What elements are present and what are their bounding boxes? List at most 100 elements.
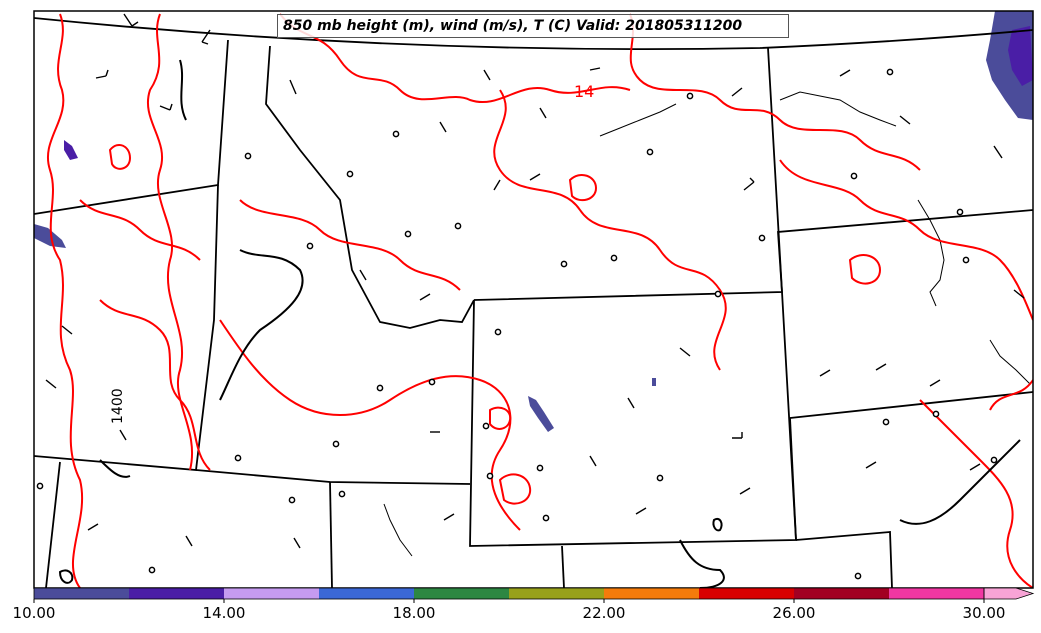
wind-barb (743, 177, 755, 191)
boundary-line-3 (34, 184, 219, 471)
station-marker (646, 148, 654, 156)
wind-barb (159, 103, 173, 111)
boundary-line-11 (795, 531, 893, 588)
wind-barb (443, 513, 455, 521)
map-title: 850 mb height (m), wind (m/s), T (C) Val… (283, 18, 743, 34)
river-5 (989, 339, 1031, 385)
colorbar-tick-label: 22.00 (582, 604, 626, 622)
wind-barb (929, 379, 941, 387)
height-contour-4 (679, 539, 725, 588)
station-marker (882, 418, 890, 426)
map-frame (33, 10, 1034, 589)
river-3 (917, 199, 945, 307)
height-contour-3 (99, 459, 131, 478)
height-contour-5 (899, 439, 1021, 525)
temp-contour-1 (47, 13, 84, 588)
station-marker (610, 254, 618, 262)
temp-contour-2 (147, 13, 193, 471)
temp-loop-2 (499, 473, 532, 505)
height-contour-2 (219, 249, 304, 401)
wind-barb (123, 13, 139, 27)
boundary-line-4 (473, 47, 783, 301)
wind-barb (899, 115, 911, 125)
wind-barb (875, 363, 887, 371)
wind-barb (589, 67, 601, 71)
boundary-line-5 (469, 291, 797, 547)
colorbar-bin (794, 588, 889, 599)
station-marker (392, 130, 400, 138)
temp-contour-5 (629, 13, 921, 171)
wind-barb (201, 29, 211, 45)
height-loop-2 (58, 569, 74, 584)
station-marker (714, 290, 722, 298)
wind-barb (293, 537, 301, 549)
wind-barb (731, 87, 743, 97)
title-box: 850 mb height (m), wind (m/s), T (C) Val… (277, 14, 789, 38)
boundary-line-8 (195, 469, 471, 485)
station-marker (332, 440, 340, 448)
water-lines (383, 91, 1031, 557)
wind-barb (483, 69, 491, 81)
shading-west-1 (34, 224, 66, 248)
shading-central (528, 396, 554, 432)
colorbar-bin (699, 588, 794, 599)
wind-barbs (45, 13, 1025, 549)
wind-barb (739, 487, 751, 495)
station-marker (482, 422, 490, 430)
wind-barb (993, 145, 1003, 159)
river-1 (779, 91, 897, 127)
height-contour-label: 1400 (110, 388, 126, 424)
station-marker (346, 170, 354, 178)
wind-barb (969, 463, 981, 471)
colorbar-bin (509, 588, 604, 599)
temp-contour-7 (219, 319, 521, 531)
boundary-line-13 (789, 417, 797, 541)
station-marker (656, 474, 664, 482)
station-marker (288, 496, 296, 504)
wind-barb (87, 523, 99, 531)
temp-loop-5 (489, 406, 512, 430)
temp-contour-11 (919, 399, 1033, 588)
wind-barb (529, 173, 541, 181)
height-contour-1 (179, 59, 187, 121)
temperature-contours (47, 13, 1033, 588)
colorbar-bin (889, 588, 984, 599)
wind-barb (539, 107, 547, 119)
station-marker (404, 230, 412, 238)
wind-barb (589, 455, 597, 467)
boundary-line-1 (265, 45, 475, 329)
wind-barb (679, 347, 691, 357)
boundary-line-10 (561, 545, 565, 588)
shading-west-2 (64, 140, 78, 160)
colorbar-ticks (33, 599, 985, 603)
height-loop-1 (712, 518, 723, 532)
wind-barb (95, 69, 109, 79)
wind-barb (627, 397, 635, 409)
colorbar-bin (983, 587, 1035, 600)
wind-barb (439, 121, 447, 133)
boundary-line-2 (34, 39, 229, 215)
colorbar-bin (604, 588, 699, 599)
wind-barb (61, 325, 73, 335)
station-marker (536, 464, 544, 472)
wind-barb (839, 69, 851, 77)
colorbar-tick-label: 14.00 (202, 604, 246, 622)
colorbar-tick-label: 26.00 (772, 604, 816, 622)
colorbar-bin (34, 588, 129, 599)
temp-contour-10 (99, 299, 211, 471)
temp-loop-3 (569, 173, 597, 202)
station-marker (338, 490, 346, 498)
station-marker (376, 384, 384, 392)
station-marker (306, 242, 314, 250)
wind-barb (635, 507, 647, 515)
colorbar-bin (319, 588, 414, 599)
river-2 (599, 103, 677, 137)
station-marker (956, 208, 964, 216)
colorbar-tick-label: 30.00 (962, 604, 1006, 622)
state-boundaries (34, 17, 1033, 588)
temp-contour-4 (493, 89, 727, 371)
station-marker (36, 482, 44, 490)
station-marker (428, 378, 436, 386)
wind-barb (119, 429, 127, 441)
